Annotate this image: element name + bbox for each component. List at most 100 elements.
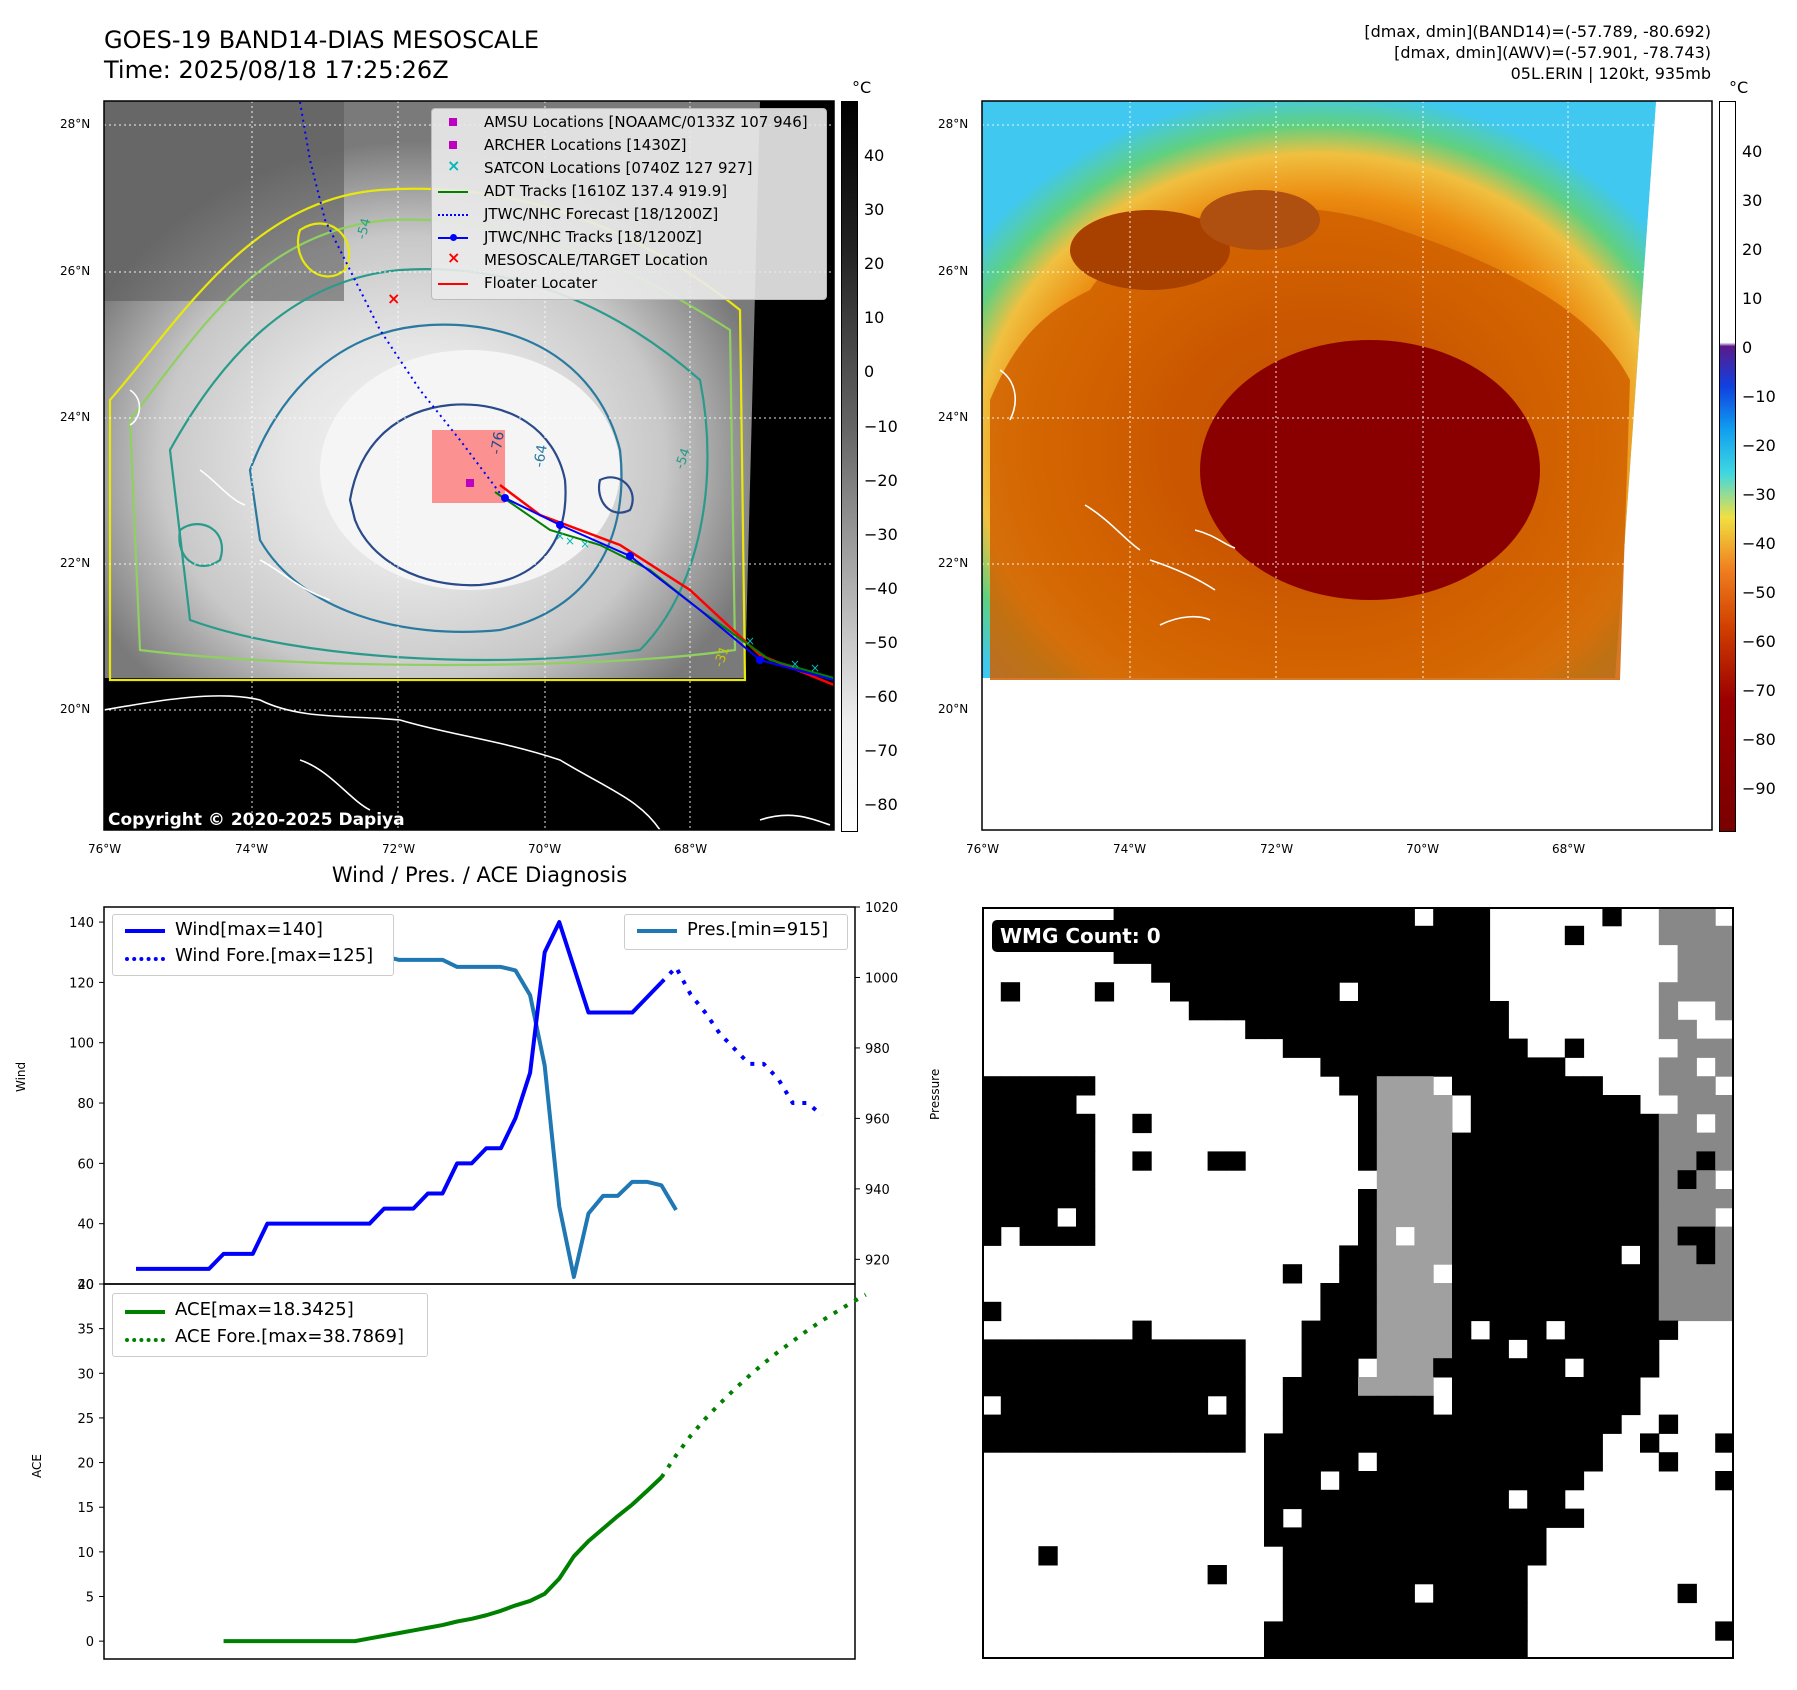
- wmg-cell: [1564, 1207, 1585, 1228]
- wmg-cell: [1508, 1283, 1528, 1303]
- wmg-cell: [1489, 1621, 1509, 1641]
- wmg-cell: [1151, 1414, 1171, 1434]
- wmg-cell: [1151, 1433, 1171, 1453]
- wmg-cell: [1546, 1471, 1566, 1491]
- wmg-cell: [1527, 1226, 1547, 1246]
- lon-label: 70°W: [1406, 842, 1440, 856]
- wmg-cell: [1376, 1057, 1397, 1077]
- wmg-cell: [1527, 1207, 1547, 1228]
- pressure-ytick-label: 920: [865, 1253, 890, 1268]
- wmg-cell: [1264, 1489, 1284, 1510]
- wmg-cell: [1358, 1207, 1378, 1228]
- wmg-cell: [1433, 1602, 1453, 1622]
- wmg-cell: [1395, 1076, 1415, 1096]
- contour-label: -76: [488, 430, 508, 455]
- wmg-cell: [1358, 944, 1378, 964]
- wmg-cell: [1546, 1414, 1566, 1434]
- wmg-cell: [982, 1414, 1002, 1434]
- wmg-cell: [1414, 1170, 1434, 1190]
- wmg-cell: [1132, 1358, 1152, 1378]
- wmg-cell: [1527, 1452, 1547, 1472]
- ace-line: [223, 1475, 663, 1644]
- wmg-cell: [1452, 1508, 1472, 1528]
- wmg-cell: [1546, 1170, 1566, 1190]
- wmg-cell: [1527, 1301, 1547, 1322]
- wmg-cell: [1677, 1113, 1697, 1134]
- legend-swatch-ace-fore: [125, 1338, 165, 1342]
- wmg-cell: [1282, 1621, 1303, 1641]
- wmg-cell: [1358, 1583, 1378, 1604]
- wmg-cell: [1038, 1189, 1058, 1209]
- wmg-cell: [1207, 982, 1227, 1002]
- wmg-cell: [1640, 1132, 1660, 1152]
- wmg-cell: [1489, 1151, 1509, 1171]
- wmg-cell: [1715, 982, 1734, 1002]
- wmg-cell: [1395, 1452, 1415, 1472]
- lat-label: 24°N: [60, 410, 91, 424]
- wmg-cell: [1038, 1358, 1058, 1378]
- wmg-cell: [1564, 1414, 1585, 1434]
- forecast-track: [299, 101, 506, 501]
- wmg-cell: [1583, 1358, 1603, 1378]
- wmg-cell: [1433, 1414, 1453, 1434]
- wmg-cell: [1019, 1433, 1039, 1453]
- wmg-cell: [1019, 1377, 1039, 1397]
- wmg-cell: [1470, 1508, 1491, 1528]
- wmg-cell: [1433, 1452, 1453, 1472]
- wmg-cell: [1339, 1057, 1359, 1077]
- wmg-cell: [1658, 1076, 1679, 1096]
- wmg-cell: [1546, 1452, 1566, 1472]
- wmg-cell: [1038, 1339, 1058, 1359]
- wmg-cell: [1358, 925, 1378, 946]
- wmg-cell: [1376, 1565, 1397, 1585]
- wmg-cell: [1583, 1264, 1603, 1284]
- wmg-cell: [1320, 944, 1340, 964]
- wmg-cell: [1470, 1414, 1491, 1434]
- wmg-cell: [1339, 1001, 1359, 1021]
- wmg-cell: [1301, 1414, 1321, 1434]
- wmg-cell: [1564, 1264, 1585, 1284]
- wmg-cell: [1677, 1245, 1697, 1265]
- wmg-cell: [1339, 1358, 1359, 1378]
- wmg-cell: [1207, 1565, 1227, 1585]
- wmg-cell: [1094, 1395, 1115, 1416]
- wmg-cell: [1207, 1377, 1227, 1397]
- wmg-cell: [1414, 1621, 1434, 1641]
- wmg-cell: [1057, 1414, 1077, 1434]
- wmg-cell: [1527, 1395, 1547, 1416]
- wmg-cell: [1395, 1414, 1415, 1434]
- wmg-cell: [1000, 1433, 1021, 1453]
- wmg-cell: [1489, 1283, 1509, 1303]
- wmg-cell: [1038, 1095, 1058, 1115]
- wmg-cell: [1433, 1583, 1453, 1604]
- wmg-cell: [1320, 1433, 1340, 1453]
- wmg-cell: [1376, 1320, 1397, 1340]
- wmg-cell: [1376, 1151, 1397, 1171]
- wmg-cell: [1621, 1301, 1641, 1322]
- wmg-cell: [1433, 1245, 1453, 1265]
- lat-label: 24°N: [938, 410, 969, 424]
- wmg-cell: [1000, 1339, 1021, 1359]
- wmg-cell: [1658, 1132, 1679, 1152]
- wmg-cell: [1658, 1019, 1679, 1040]
- wind-ytick-label: 80: [77, 1097, 94, 1112]
- wmg-cell: [1696, 1264, 1716, 1284]
- wind-ytick-label: 120: [69, 976, 94, 991]
- wmg-cell: [1470, 1527, 1491, 1547]
- wmg-cell: [1320, 1489, 1340, 1510]
- wmg-cell: [1508, 1320, 1528, 1340]
- wmg-cell: [1658, 1001, 1679, 1021]
- wmg-cell: [1433, 1132, 1453, 1152]
- wmg-cell: [1470, 1207, 1491, 1228]
- wmg-cell: [1376, 1508, 1397, 1528]
- wmg-frame: [982, 907, 1734, 1659]
- wmg-cell: [1433, 1489, 1453, 1510]
- wmg-cell: [1470, 982, 1491, 1002]
- wmg-cell: [1019, 1132, 1039, 1152]
- wmg-cell: [1452, 925, 1472, 946]
- wmg-cell: [1433, 944, 1453, 964]
- wmg-cell: [1301, 1395, 1321, 1416]
- wmg-cell: [1470, 1301, 1491, 1322]
- wmg-cell: [1301, 1602, 1321, 1622]
- wmg-cell: [1414, 1189, 1434, 1209]
